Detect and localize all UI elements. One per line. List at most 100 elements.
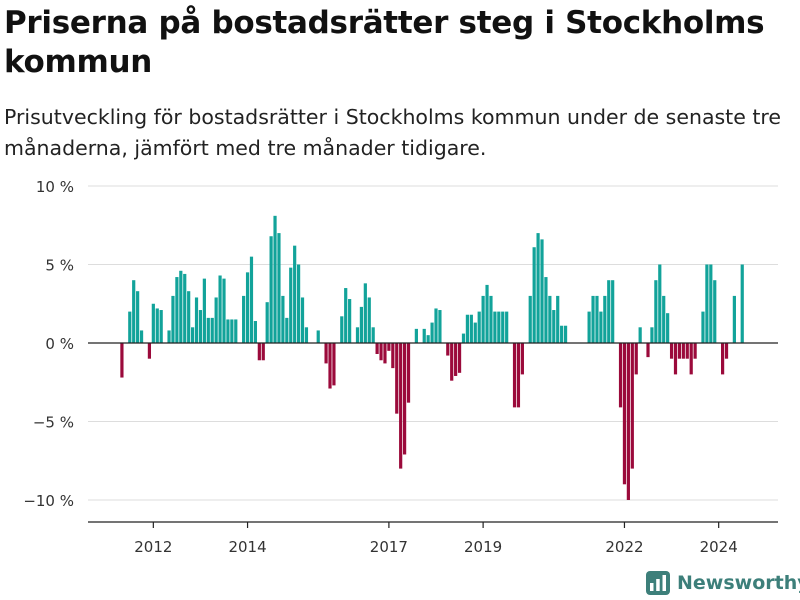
value-annotation: 5 % — [739, 0, 769, 4]
bar — [304, 327, 309, 343]
bar — [139, 330, 144, 343]
bar — [183, 273, 187, 343]
bar — [469, 314, 473, 343]
bar — [344, 288, 348, 343]
bar — [175, 277, 179, 343]
y-tick-label: −5 % — [33, 414, 74, 432]
bar — [210, 317, 214, 343]
bar — [481, 295, 485, 343]
bar — [234, 319, 238, 343]
bar — [595, 295, 599, 343]
bar — [242, 295, 246, 343]
bar — [375, 343, 379, 354]
bar — [198, 310, 203, 343]
x-tick-label: 2017 — [370, 538, 408, 556]
bar — [399, 343, 403, 469]
axis-layer: 10 % 5 % 0 % −5 % −10 % 2012 2014 2017 2019 2022 2… — [23, 0, 778, 556]
bar — [328, 343, 332, 389]
bar — [501, 311, 505, 343]
bar — [151, 303, 155, 343]
bar — [662, 295, 666, 343]
bar — [395, 343, 399, 414]
bar — [705, 264, 709, 343]
bar — [245, 272, 250, 343]
bar — [536, 233, 540, 343]
bar — [532, 247, 536, 343]
bar-layer — [120, 215, 744, 500]
bar — [446, 343, 450, 356]
bar — [332, 343, 336, 386]
bar — [359, 306, 364, 343]
bar — [658, 264, 662, 343]
bar — [265, 302, 269, 343]
bar — [650, 327, 654, 343]
bar — [618, 343, 623, 408]
bar — [340, 316, 344, 343]
bar — [465, 314, 470, 343]
bar — [293, 245, 297, 343]
bar — [497, 311, 501, 343]
bar — [457, 343, 462, 373]
bar — [273, 215, 277, 343]
bar — [485, 284, 489, 343]
bar — [190, 327, 195, 343]
bar — [159, 310, 163, 343]
bar — [552, 310, 556, 343]
bar — [721, 343, 725, 375]
bar — [599, 311, 603, 343]
bar — [646, 343, 650, 358]
y-tick-label: −10 % — [23, 492, 74, 510]
bar — [367, 297, 371, 343]
bar — [371, 327, 375, 343]
y-tick-label: 0 % — [45, 335, 74, 353]
bar — [194, 297, 199, 343]
bar — [269, 236, 273, 343]
bar — [324, 343, 328, 364]
bar — [438, 310, 442, 343]
bar — [147, 343, 152, 359]
bar — [171, 295, 175, 343]
bar — [202, 278, 206, 343]
bar — [689, 343, 693, 375]
bar — [693, 343, 697, 359]
bar — [402, 343, 407, 455]
page-subtitle: Prisutveckling för bostadsrätter i Stock… — [4, 105, 781, 160]
x-tick-label: 2019 — [464, 538, 502, 556]
bar — [281, 295, 285, 343]
bar — [249, 256, 254, 343]
bar — [611, 280, 615, 343]
bar — [622, 343, 627, 485]
bar — [296, 264, 301, 343]
bar — [607, 280, 611, 343]
bar — [540, 239, 544, 343]
bar — [473, 322, 477, 343]
bar — [289, 267, 293, 343]
newsworthy-logo-icon — [646, 571, 670, 595]
bar — [363, 283, 367, 343]
bar — [493, 311, 497, 343]
bar — [355, 327, 360, 343]
bar — [391, 343, 395, 369]
bar — [516, 343, 521, 408]
bar — [155, 308, 159, 343]
bar — [669, 343, 674, 359]
bar — [591, 295, 595, 343]
bar — [261, 343, 265, 361]
bar — [701, 311, 705, 343]
bar — [450, 343, 454, 381]
y-tick-label: 5 % — [45, 257, 74, 275]
bar — [383, 343, 387, 364]
bar — [732, 295, 736, 343]
bar — [461, 333, 466, 343]
bar — [434, 308, 438, 343]
bar — [257, 343, 261, 361]
bar — [316, 330, 320, 343]
bar — [634, 343, 638, 375]
bar — [422, 328, 426, 343]
bar — [673, 343, 678, 375]
bar — [348, 299, 352, 343]
bar — [603, 295, 607, 343]
bar — [685, 343, 689, 359]
bar — [681, 343, 685, 359]
bar — [560, 325, 564, 343]
